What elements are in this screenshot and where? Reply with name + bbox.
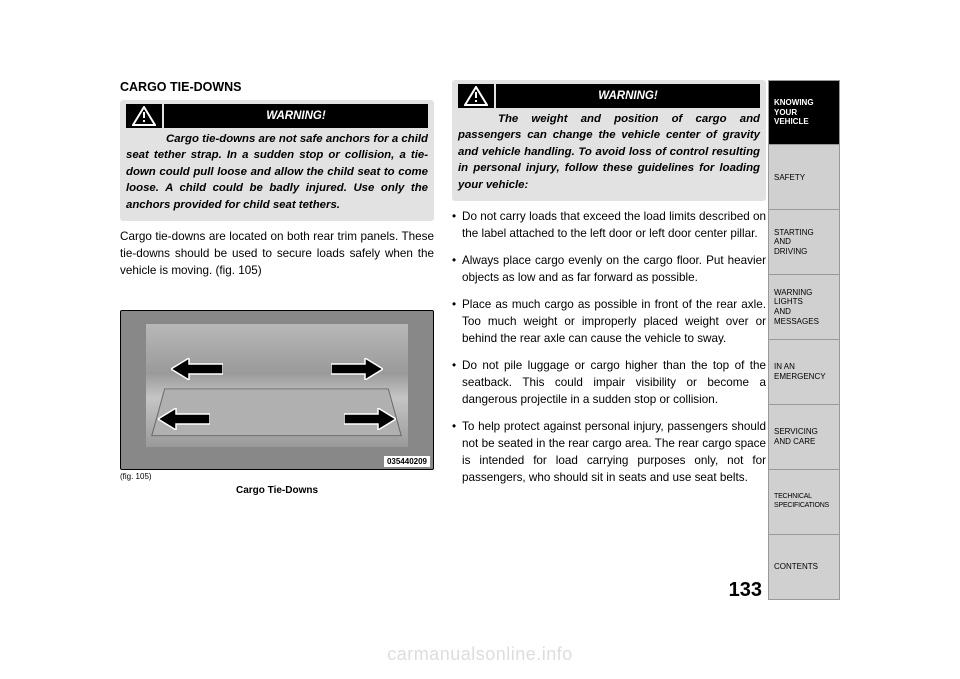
figure-caption: Cargo Tie-Downs (120, 485, 434, 496)
figure-reference: (fig. 105) (216, 264, 262, 277)
arrow-top-left-icon (171, 358, 223, 380)
tab-line: AND CARE (774, 437, 834, 447)
warning-1-copy: Cargo tie-downs are not safe anchors for… (126, 133, 428, 211)
section-title: CARGO TIE-DOWNS (120, 80, 434, 94)
warning-triangle-icon (126, 104, 162, 128)
tab-line: STARTING (774, 228, 834, 238)
side-tab[interactable]: WARNINGLIGHTSANDMESSAGES (768, 275, 840, 340)
content-columns: CARGO TIE-DOWNS WARNING! Cargo tie-downs… (120, 80, 766, 600)
tab-line: AND (774, 307, 834, 317)
tab-line: AND (774, 237, 834, 247)
tab-line: KNOWING (774, 98, 834, 108)
warning-header: WARNING! (126, 104, 428, 128)
list-item: Place as much cargo as possible in front… (452, 297, 766, 348)
warning-box-2: WARNING! The weight and position of carg… (452, 80, 766, 202)
tab-line: VEHICLE (774, 117, 834, 127)
tab-line: SERVICING (774, 427, 834, 437)
side-tabs: KNOWINGYOURVEHICLESAFETYSTARTINGANDDRIVI… (768, 80, 840, 600)
arrow-bottom-left-icon (158, 408, 210, 430)
side-tab[interactable]: KNOWINGYOURVEHICLE (768, 81, 840, 146)
side-tab[interactable]: SERVICINGAND CARE (768, 405, 840, 470)
warning-1-text: Cargo tie-downs are not safe anchors for… (126, 131, 428, 214)
figure-block: 035440209 (fig. 105) Cargo Tie-Downs (120, 310, 434, 496)
bullet-list: Do not carry loads that exceed the load … (452, 209, 766, 497)
arrow-bottom-right-icon (344, 408, 396, 430)
tab-line: SAFETY (774, 173, 834, 183)
cargo-tiedown-image: 035440209 (120, 310, 434, 470)
right-column: WARNING! The weight and position of carg… (452, 80, 766, 600)
tab-line: DRIVING (774, 247, 834, 257)
side-tab[interactable]: CONTENTS (768, 535, 840, 600)
figure-number: (fig. 105) (120, 472, 434, 481)
warning-triangle-icon (458, 84, 494, 108)
watermark: carmanualsonline.info (387, 644, 573, 665)
warning-label-2: WARNING! (496, 84, 760, 108)
tab-line: EMERGENCY (774, 372, 834, 382)
tab-line: YOUR (774, 108, 834, 118)
list-item: Do not carry loads that exceed the load … (452, 209, 766, 243)
list-item: To help protect against personal injury,… (452, 419, 766, 487)
warning-2-copy: The weight and position of cargo and pas… (458, 113, 760, 191)
left-column: CARGO TIE-DOWNS WARNING! Cargo tie-downs… (120, 80, 434, 600)
side-tab[interactable]: STARTINGANDDRIVING (768, 210, 840, 275)
list-item: Always place cargo evenly on the cargo f… (452, 253, 766, 287)
warning-2-text: The weight and position of cargo and pas… (458, 111, 760, 194)
warning-header-2: WARNING! (458, 84, 760, 108)
warning-label: WARNING! (164, 104, 428, 128)
body-copy: Cargo tie-downs are located on both rear… (120, 230, 434, 277)
body-paragraph: Cargo tie-downs are located on both rear… (120, 229, 434, 280)
page-number: 133 (729, 579, 762, 602)
list-item: Do not pile luggage or cargo higher than… (452, 358, 766, 409)
side-tab[interactable]: SAFETY (768, 145, 840, 210)
warning-box-1: WARNING! Cargo tie-downs are not safe an… (120, 100, 434, 222)
side-tab[interactable]: TECHNICALSPECIFICATIONS (768, 470, 840, 535)
arrow-top-right-icon (331, 358, 383, 380)
tab-line: IN AN (774, 362, 834, 372)
tab-line: SPECIFICATIONS (774, 502, 834, 510)
image-code: 035440209 (384, 456, 430, 467)
tab-line: CONTENTS (774, 562, 834, 572)
tab-line: WARNING (774, 288, 834, 298)
tab-line: LIGHTS (774, 297, 834, 307)
tab-line: TECHNICAL (774, 493, 834, 501)
tab-line: MESSAGES (774, 317, 834, 327)
manual-page: CARGO TIE-DOWNS WARNING! Cargo tie-downs… (120, 80, 840, 600)
side-tab[interactable]: IN ANEMERGENCY (768, 340, 840, 405)
